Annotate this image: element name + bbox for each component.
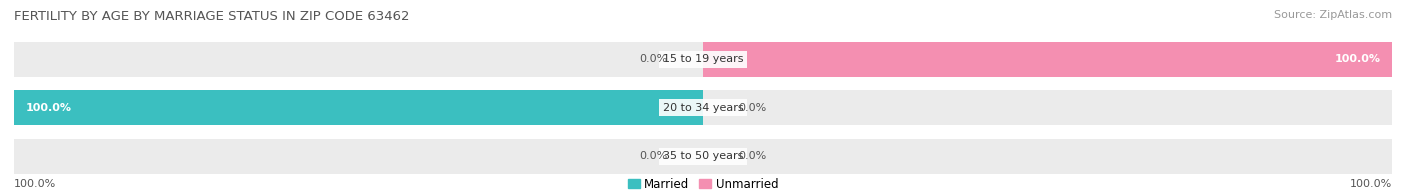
Text: 20 to 34 years: 20 to 34 years: [662, 103, 744, 113]
Text: 35 to 50 years: 35 to 50 years: [662, 151, 744, 161]
Text: 100.0%: 100.0%: [1350, 179, 1392, 189]
Legend: Married, Unmarried: Married, Unmarried: [628, 178, 778, 191]
Text: 100.0%: 100.0%: [1334, 54, 1381, 64]
Text: 100.0%: 100.0%: [14, 179, 56, 189]
Text: 0.0%: 0.0%: [738, 103, 766, 113]
Text: FERTILITY BY AGE BY MARRIAGE STATUS IN ZIP CODE 63462: FERTILITY BY AGE BY MARRIAGE STATUS IN Z…: [14, 10, 409, 23]
Text: 0.0%: 0.0%: [640, 151, 668, 161]
Text: Source: ZipAtlas.com: Source: ZipAtlas.com: [1274, 10, 1392, 20]
Text: 100.0%: 100.0%: [25, 103, 72, 113]
Text: 15 to 19 years: 15 to 19 years: [662, 54, 744, 64]
Text: 0.0%: 0.0%: [640, 54, 668, 64]
Text: 0.0%: 0.0%: [738, 151, 766, 161]
